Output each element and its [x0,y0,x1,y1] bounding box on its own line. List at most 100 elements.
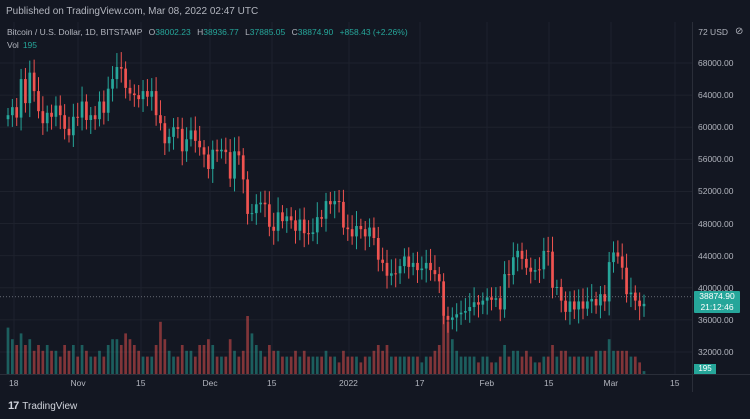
volume-bar [154,345,158,374]
volume-bar [477,362,480,374]
time-axis[interactable] [0,374,692,393]
volume-bar [119,345,123,374]
candle-body [372,227,376,239]
price-tick-label: 36000.00 [698,314,734,325]
candle-body [572,301,576,310]
volume-bar [141,356,145,374]
volume-bar [146,356,149,374]
candle-body [564,300,567,312]
volume-bar [394,356,398,374]
candle-body [551,251,554,288]
price-tick-label: 44000.00 [698,250,734,261]
volume-bar [485,356,489,374]
candle-body [346,227,350,230]
volume-bar [472,356,476,374]
candle-body [254,204,258,214]
published-caption: Published on TradingView.com, Mar 08, 20… [6,6,259,17]
volume-bar [193,356,197,374]
volume-bar [437,345,441,374]
volume-bar [285,356,289,374]
candle-body [472,302,476,308]
volume-bar [403,356,406,374]
volume-bar [490,362,493,374]
volume-bar [128,339,132,374]
volume-bar [132,345,136,374]
footer [0,392,750,419]
volume-bar [298,356,302,374]
candle-body [407,256,411,267]
price-axis[interactable] [692,22,750,374]
volume-bar [590,356,594,374]
candle-body [115,67,119,80]
volume-bar [577,356,581,374]
volume-bar [551,345,554,374]
tradingview-logo-mark: 17 [8,400,19,412]
candle-body [281,212,284,222]
volume-bar [89,356,93,374]
candle-body [119,67,123,69]
volume-bar [398,356,402,374]
volume-bar [233,350,236,374]
candle-body [485,297,489,301]
volume-bar [115,339,119,374]
candle-body [629,292,633,295]
volume-bar [211,345,215,374]
candle-body [525,258,528,268]
volume-bar [111,339,114,374]
volume-bar [37,345,40,374]
volume-bar [355,356,358,374]
volume-bar [450,339,454,374]
candle-body [625,267,628,295]
volume-bar [581,356,585,374]
candle-body [207,154,210,169]
time-tick-label: 2022 [339,378,358,388]
candle-body [559,286,563,301]
volume-bar [350,356,354,374]
settings-icon[interactable]: ⊘ [735,26,744,37]
candlestick-chart[interactable] [0,22,692,374]
price-tick-label: 52000.00 [698,186,734,197]
volume-bar [28,339,32,374]
volume-bar [385,345,389,374]
candle-body [342,201,345,228]
volume-bar [337,362,341,374]
candle-body [289,216,293,221]
candle-body [599,294,602,306]
volume-bar [346,356,350,374]
volume-bar [342,350,345,374]
candle-body [76,116,80,118]
volume-bar [468,356,472,374]
volume-bar [124,333,127,374]
time-tick-label: 15 [544,378,554,388]
volume-bar [32,350,36,374]
candle-body [285,216,289,222]
current-price: 38874.90 [699,290,735,301]
candle-body [276,212,280,231]
volume-bar [163,339,167,374]
volume-legend: Vol 195 [7,40,37,50]
time-tick-label: 15 [267,378,277,388]
volume-bar [411,356,415,374]
volume-bar [464,356,467,374]
candle-body [507,274,511,276]
close-value: 38874.90 [297,27,334,37]
candle-body [442,281,445,316]
candle-body [516,250,520,258]
candle-body [54,105,58,117]
candle-body [337,201,341,203]
price-tick-label: 68000.00 [698,58,734,68]
candle-body [189,130,193,140]
volume-bar [329,356,332,374]
price-tick-label: 60000.00 [698,122,734,133]
volume-bar [455,350,459,374]
candle-body [111,79,114,89]
volume-bar [564,350,567,374]
volume-bar [612,350,615,374]
chart-pane[interactable] [0,22,692,374]
candle-body [89,115,93,120]
candle-body [433,270,437,275]
volume-bar [254,345,258,374]
candle-body [385,262,389,276]
volume-bar [137,350,141,374]
volume-bar [603,350,607,374]
